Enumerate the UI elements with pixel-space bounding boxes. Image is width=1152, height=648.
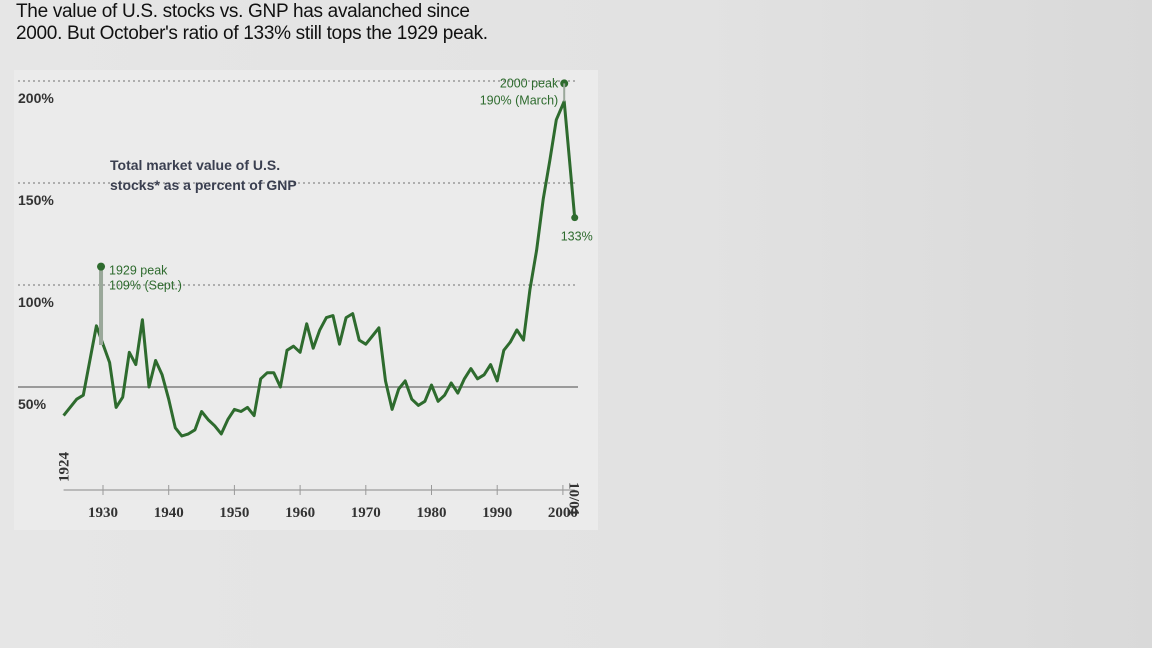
- x-tick-label: 1980: [417, 505, 447, 521]
- annotation-2000-line-1: 2000 peak: [500, 76, 559, 90]
- peak-marker-1929: [97, 262, 106, 271]
- gridlines: [18, 80, 578, 388]
- x-end-label: 10/01: [566, 482, 582, 516]
- x-tick-label: 1950: [219, 505, 249, 521]
- x-axis: 1930 1940 1950 1960 1970 1980 1990 2000 1924 10/0…: [57, 452, 582, 522]
- x-tick-label: 1940: [154, 505, 184, 521]
- y-tick-label: 50%: [18, 396, 47, 412]
- y-tick-label: 100%: [18, 294, 54, 310]
- chart-title-line-1: The value of U.S. stocks vs. GNP has ava…: [16, 1, 470, 22]
- current-marker: [571, 214, 579, 222]
- y-tick-label: 200%: [18, 90, 54, 106]
- chart-subtitle-line-1: Total market value of U.S.: [110, 157, 280, 173]
- chart-title-line-2: 2000. But October's ratio of 133% still …: [16, 23, 488, 44]
- chart-title: The value of U.S. stocks vs. GNP has ava…: [16, 1, 488, 45]
- y-axis-labels: 200% 150% 100% 50%: [18, 90, 54, 412]
- chart-subtitle-line-2: stocks* as a percent of GNP: [110, 177, 297, 193]
- annotation-2000-line-2: 190% (March): [480, 93, 559, 107]
- annotation-1929-line-1: 1929 peak: [109, 264, 168, 278]
- x-tick-label: 2000: [548, 505, 578, 521]
- x-tick-label: 1960: [285, 505, 315, 521]
- x-start-label: 1924: [57, 452, 73, 483]
- series-line: [62, 99, 577, 438]
- x-tick-label: 1970: [351, 505, 381, 521]
- y-tick-label: 150%: [18, 192, 54, 208]
- annotation-1929-line-2: 109% (Sept.): [109, 279, 182, 293]
- plot-background: [14, 70, 598, 530]
- annotation-current: 133%: [561, 230, 593, 244]
- x-tick-label: 1930: [88, 505, 118, 521]
- x-tick-label: 1990: [482, 505, 512, 521]
